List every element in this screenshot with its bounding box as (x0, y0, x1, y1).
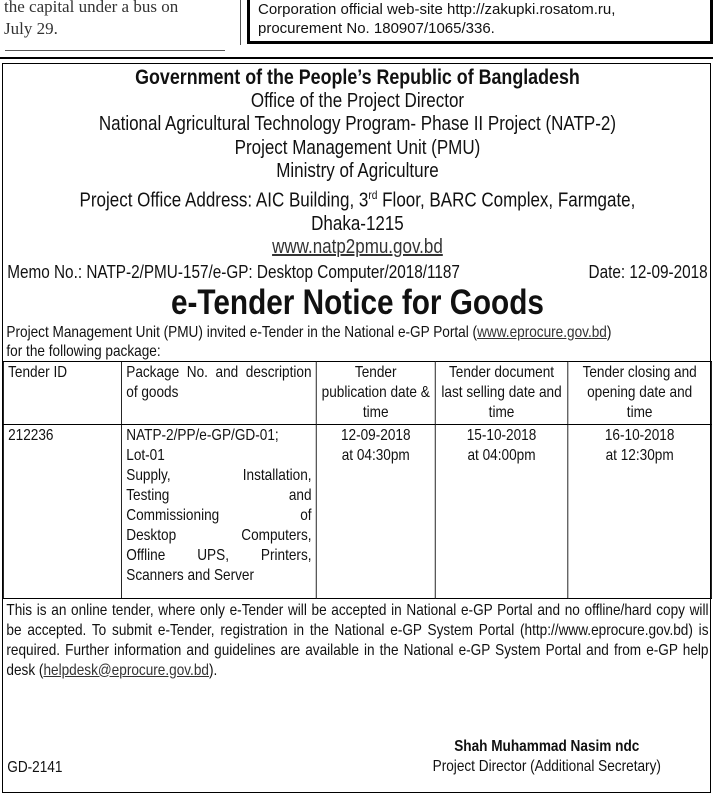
eprocure-link[interactable]: www.eprocure.gov.bd (477, 323, 607, 341)
tender-id: 212236 (2, 423, 123, 599)
table-row: 212236 NATP-2/PP/e-GP/GD-01; Lot-01 Supp… (2, 423, 712, 599)
package-line: Offline UPS, Printers, (126, 546, 312, 564)
time: at 12:30pm (605, 446, 674, 464)
col-header: Tender document last selling date and ti… (434, 360, 569, 425)
memo-date: Date: 12-09-2018 (588, 261, 708, 282)
ministry-line: Ministry of Agriculture (276, 160, 439, 182)
news-line: July 29. (4, 19, 58, 38)
intro-line2: for the following package: (6, 342, 161, 360)
tender-notice: Government of the People’s Republic of B… (2, 63, 712, 793)
office-line: Office of the Project Director (250, 89, 465, 112)
table-header-row: Tender ID Package No. and description of… (2, 360, 712, 425)
package-cell: NATP-2/PP/e-GP/GD-01; Lot-01 Supply, Ins… (121, 423, 317, 599)
selling-cell: 15-10-2018 at 04:00pm (434, 423, 569, 599)
intro-pre: Project Management Unit (PMU) invited e-… (6, 323, 478, 341)
address-text: Floor, BARC Complex, Farmgate, (377, 189, 636, 212)
ad-snippet: Corporation official web-site http://zak… (247, 0, 713, 44)
news-snippet: the capital under a bus on July 29. (4, 0, 226, 40)
address-line: Project Office Address: AIC Building, 3r… (3, 184, 712, 213)
tender-table: Tender ID Package No. and description of… (2, 360, 712, 599)
publication-cell: 12-09-2018 at 04:30pm (315, 423, 436, 599)
address-city: Dhaka-1215 (311, 212, 404, 235)
package-line: Testing and (126, 486, 312, 504)
footer-text: This is an online tender, where only e-T… (3, 599, 712, 683)
date: 16-10-2018 (604, 426, 675, 444)
col-header: Package No. and description of goods (121, 360, 317, 425)
signatory-title: Project Director (Additional Secretary) (432, 758, 661, 775)
package-line: Lot-01 (126, 446, 165, 464)
time: at 04:30pm (341, 446, 410, 464)
intro-post: ) (606, 323, 612, 341)
package-line: Commissioning of (126, 506, 312, 524)
date: 12-09-2018 (340, 426, 411, 444)
footer-post: ). (208, 661, 218, 679)
time: at 04:00pm (467, 446, 536, 464)
unit-line: Project Management Unit (PMU) (234, 136, 481, 159)
package-line: Desktop Computers, (126, 526, 312, 544)
package-line: Supply, Installation, (126, 466, 312, 484)
divider (5, 50, 225, 51)
notice-title: e-Tender Notice for Goods (170, 282, 544, 322)
website-link[interactable]: www.natp2pmu.gov.bd (272, 236, 443, 259)
intro-text: Project Management Unit (PMU) invited e-… (3, 323, 712, 361)
ad-line: procurement No. 180907/1065/336. (258, 20, 495, 37)
closing-cell: 16-10-2018 at 12:30pm (567, 423, 712, 599)
signatory-name: Shah Muhammad Nasim ndc (454, 738, 640, 755)
date: 15-10-2018 (466, 426, 537, 444)
divider (0, 57, 713, 59)
helpdesk-link[interactable]: helpdesk@eprocure.gov.bd (43, 661, 209, 679)
package-line: NATP-2/PP/e-GP/GD-01; (126, 426, 279, 444)
news-line: the capital under a bus on (4, 0, 179, 16)
col-header: Tender publication date & time (315, 360, 436, 425)
ad-code: GD-2141 (7, 759, 63, 776)
footer-pre: This is an online tender, where only e-T… (6, 601, 709, 679)
col-header: Tender closing and opening date and time (567, 360, 712, 425)
program-line: National Agricultural Technology Program… (98, 113, 617, 135)
package-line: Scanners and Server (126, 566, 255, 584)
ad-line: Corporation official web-site http://zak… (258, 1, 616, 18)
memo-number: Memo No.: NATP-2/PMU-157/e-GP: Desktop C… (7, 261, 460, 282)
address-sup: rd (368, 187, 378, 202)
divider (240, 0, 241, 45)
address-text: Project Office Address: AIC Building, 3 (79, 189, 369, 212)
col-header: Tender ID (2, 360, 123, 425)
notice-heading: Government of the People’s Republic of B… (135, 66, 580, 89)
